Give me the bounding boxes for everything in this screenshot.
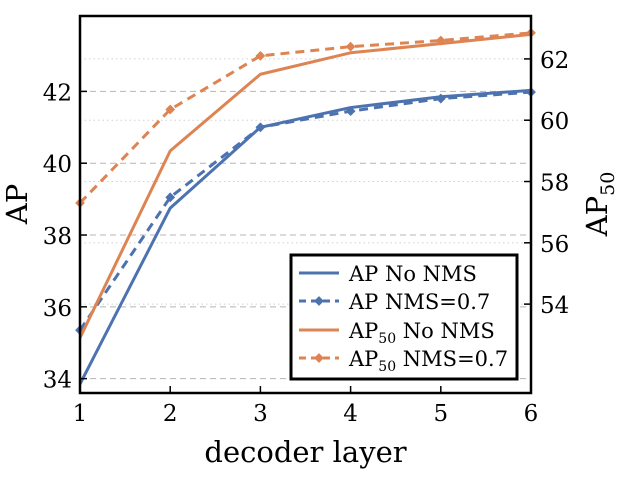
series-line xyxy=(78,32,532,339)
data-point xyxy=(345,106,356,117)
right-tick-label: 62 xyxy=(540,48,569,74)
x-tick-label: 1 xyxy=(73,401,88,427)
series-line xyxy=(78,31,532,205)
legend-label-sub: 50 xyxy=(378,359,396,375)
legend-label-rest: No NMS xyxy=(396,319,495,343)
legend-marker xyxy=(314,353,324,363)
data-point xyxy=(345,41,356,52)
legend-label-sub: 50 xyxy=(378,331,396,347)
right-tick-label: 60 xyxy=(540,109,569,135)
left-tick-label: 42 xyxy=(43,80,72,106)
legend-label: AP NMS=0.7 xyxy=(348,290,490,314)
left-tick-label: 36 xyxy=(43,296,72,322)
y-axis-label-right-base: AP xyxy=(580,196,614,237)
left-tick-label: 34 xyxy=(43,368,72,394)
x-tick-label: 2 xyxy=(163,401,178,427)
y-axis-label-right-sub: 50 xyxy=(597,172,619,196)
left-tick-label: 40 xyxy=(43,152,72,178)
legend-marker xyxy=(314,296,324,306)
series-3 xyxy=(75,27,536,208)
series-2 xyxy=(78,32,532,339)
x-tick-label: 6 xyxy=(524,401,539,427)
legend-label-rest: NMS=0.7 xyxy=(396,347,508,371)
data-point xyxy=(255,122,266,133)
data-point xyxy=(435,35,446,46)
series-line xyxy=(78,88,532,385)
data-point xyxy=(255,50,266,61)
x-tick-label: 5 xyxy=(433,401,448,427)
series-0 xyxy=(78,88,532,385)
legend-label: AP50 NMS=0.7 xyxy=(348,347,508,375)
right-tick-label: 58 xyxy=(540,171,569,197)
left-tick-label: 38 xyxy=(43,224,72,250)
x-axis-label: decoder layer xyxy=(204,435,406,469)
legend-label: AP50 No NMS xyxy=(348,319,495,347)
legend-label-rest: NMS=0.7 xyxy=(378,290,490,314)
legend-label-rest: No NMS xyxy=(378,262,477,286)
right-tick-label: 54 xyxy=(540,293,569,319)
legend-label: AP No NMS xyxy=(348,262,477,286)
x-tick-label: 4 xyxy=(343,401,358,427)
plot-frame xyxy=(78,14,533,395)
data-point xyxy=(435,93,446,104)
legend-label-base: AP xyxy=(348,290,378,314)
legend-label-base: AP xyxy=(348,319,378,343)
x-tick-label: 3 xyxy=(253,401,268,427)
data-point xyxy=(165,104,176,115)
y-axis-label-left: AP xyxy=(0,184,34,225)
y-axis-label-right: AP50 xyxy=(580,172,619,238)
right-tick-label: 56 xyxy=(540,232,569,258)
data-point xyxy=(165,192,176,203)
legend-label-base: AP xyxy=(348,262,378,286)
legend-label-base: AP xyxy=(348,347,378,371)
series-line xyxy=(78,90,532,332)
